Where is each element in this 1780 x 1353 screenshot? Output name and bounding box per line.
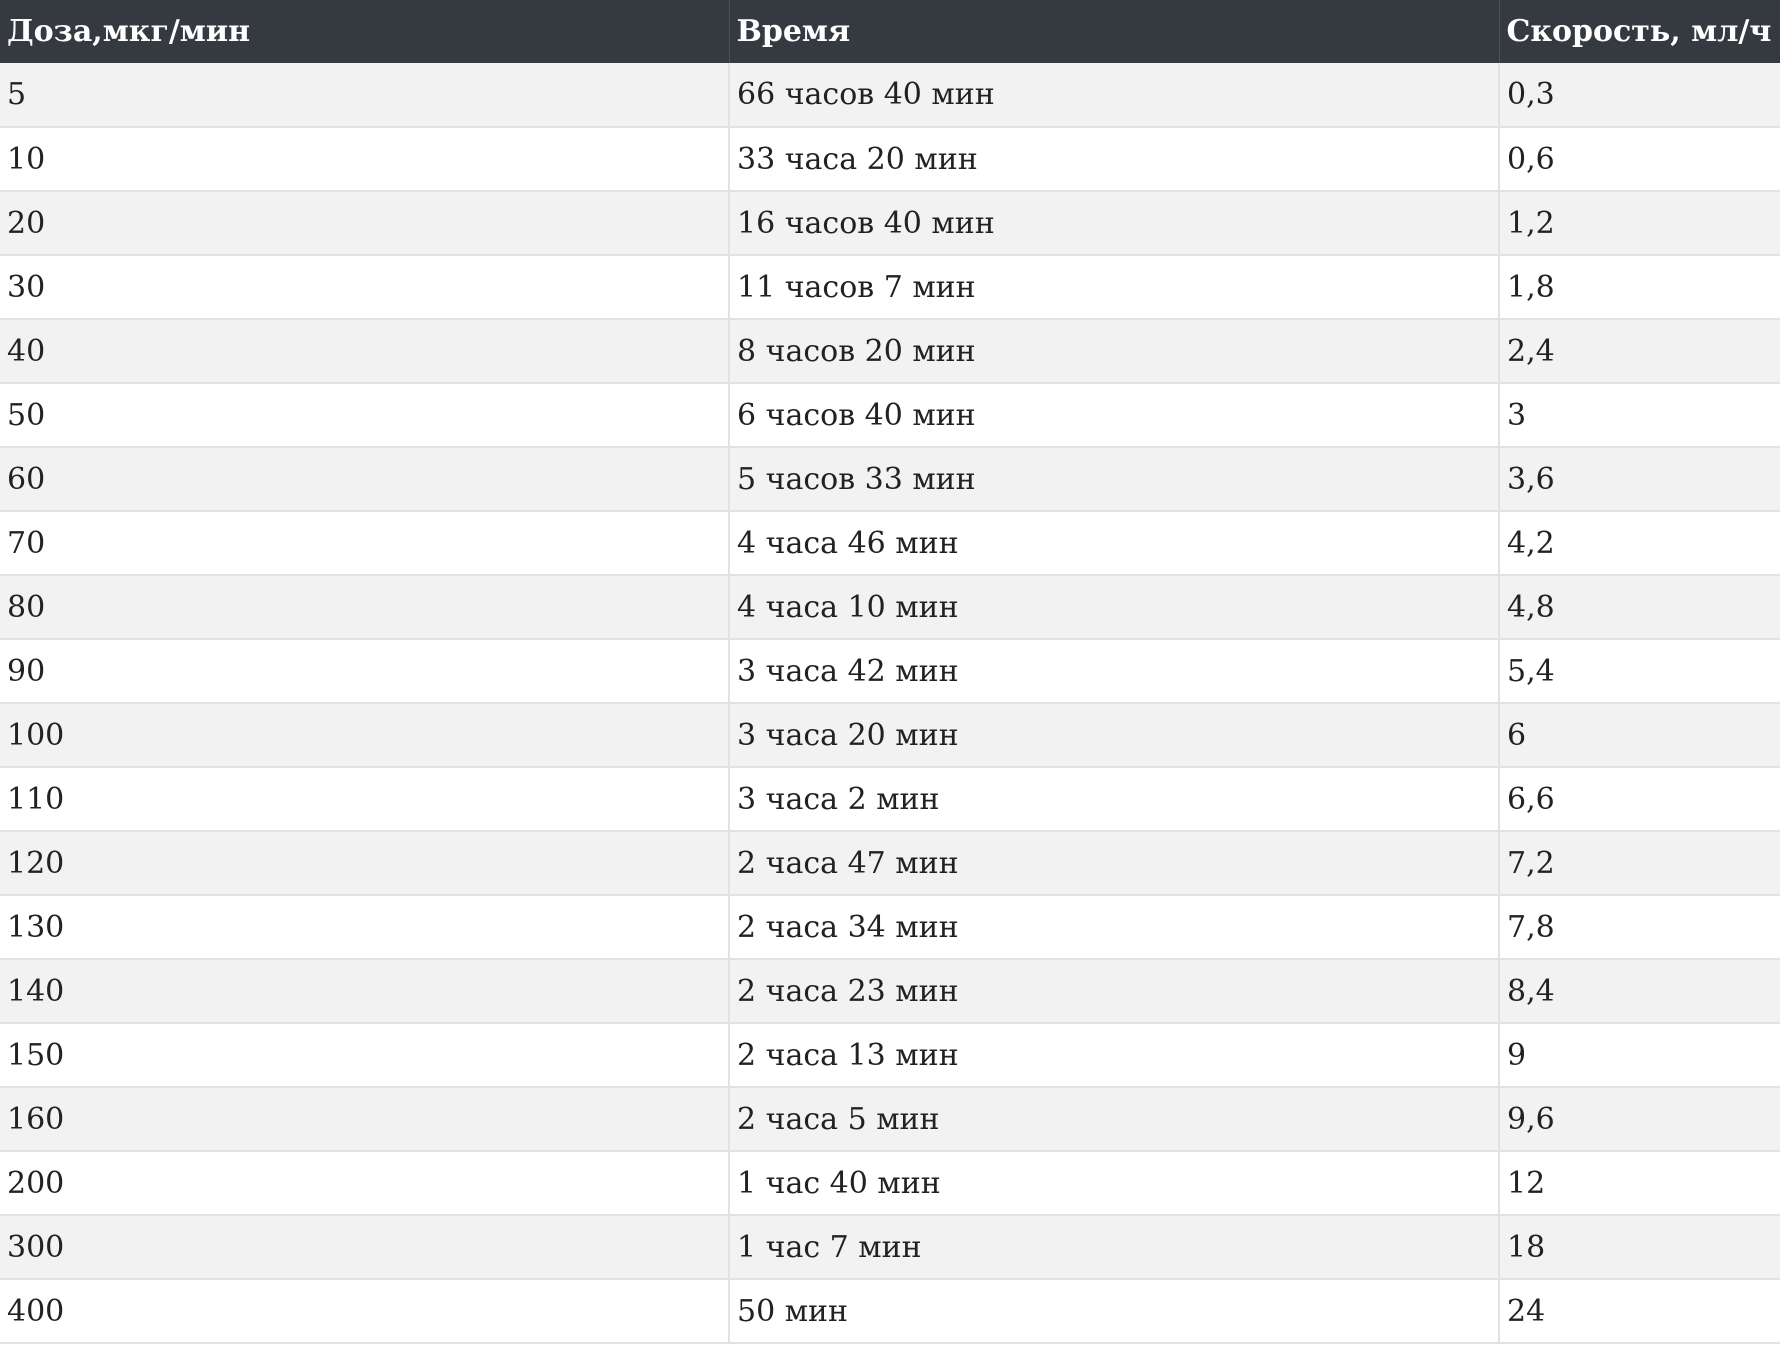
cell-dose: 100 [0, 703, 730, 767]
cell-dose: 300 [0, 1215, 730, 1279]
cell-rate: 1,2 [1507, 205, 1555, 241]
table-row: 5 66 часов 40 мин 0,3 [0, 63, 1780, 127]
header-dose: Доза,мкг/мин [0, 0, 730, 63]
table-row: 150 2 часа 13 мин 9 [0, 1023, 1780, 1087]
cell-dose: 160 [0, 1087, 730, 1151]
cell-dose: 40 [0, 319, 730, 383]
cell-rate: 8,4 [1507, 973, 1555, 1009]
cell-time: 4 часа 46 мин [729, 511, 1500, 575]
table-row: 20 16 часов 40 мин 1,2 [0, 191, 1780, 255]
cell-time: 11 часов 7 мин [729, 255, 1500, 319]
cell-dose: 20 [0, 191, 730, 255]
table-row: 140 2 часа 23 мин 8,4 [0, 959, 1780, 1023]
table-row: 40 8 часов 20 мин 2,4 [0, 319, 1780, 383]
table-row: 50 6 часов 40 мин 3 [0, 383, 1780, 447]
table-header: Доза,мкг/мин Время Скорость, мл/ч [0, 0, 1780, 63]
table-row: 130 2 часа 34 мин 7,8 [0, 895, 1780, 959]
table-row: 100 3 часа 20 мин 6 [0, 703, 1780, 767]
table-row: 10 33 часа 20 мин 0,6 [0, 127, 1780, 191]
cell-rate: 7,2 [1507, 845, 1555, 881]
table-row: 300 1 час 7 мин 18 [0, 1215, 1780, 1279]
cell-rate: 0,6 [1507, 141, 1555, 177]
cell-time: 4 часа 10 мин [729, 575, 1500, 639]
cell-time: 33 часа 20 мин [729, 127, 1500, 191]
cell-time: 5 часов 33 мин [729, 447, 1500, 511]
cell-rate: 3,6 [1507, 461, 1555, 497]
cell-time: 2 часа 47 мин [729, 831, 1500, 895]
cell-time: 6 часов 40 мин [729, 383, 1500, 447]
cell-dose: 140 [0, 959, 730, 1023]
cell-dose: 110 [0, 767, 730, 831]
header-rate: Скорость, мл/ч [1506, 14, 1772, 49]
table-row: 120 2 часа 47 мин 7,2 [0, 831, 1780, 895]
cell-rate: 24 [1507, 1293, 1546, 1329]
cell-time: 2 часа 5 мин [729, 1087, 1500, 1151]
header-row: Доза,мкг/мин Время Скорость, мл/ч [0, 0, 1780, 63]
cell-time: 3 часа 2 мин [729, 767, 1500, 831]
cell-time: 50 мин [729, 1279, 1500, 1343]
cell-dose: 80 [0, 575, 730, 639]
cell-rate: 4,8 [1507, 589, 1555, 625]
cell-rate: 9,6 [1507, 1101, 1555, 1137]
cell-time: 3 часа 20 мин [729, 703, 1500, 767]
cell-time: 2 часа 13 мин [729, 1023, 1500, 1087]
cell-dose: 50 [0, 383, 730, 447]
table-row: 90 3 часа 42 мин 5,4 [0, 639, 1780, 703]
cell-dose: 30 [0, 255, 730, 319]
cell-dose: 60 [0, 447, 730, 511]
cell-rate: 18 [1507, 1229, 1546, 1265]
table-row: 200 1 час 40 мин 12 [0, 1151, 1780, 1215]
cell-rate: 12 [1507, 1165, 1546, 1201]
cell-rate: 6 [1507, 717, 1527, 753]
cell-time: 2 часа 23 мин [729, 959, 1500, 1023]
cell-dose: 130 [0, 895, 730, 959]
cell-rate: 5,4 [1507, 653, 1555, 689]
cell-time: 1 час 40 мин [729, 1151, 1500, 1215]
table-row: 60 5 часов 33 мин 3,6 [0, 447, 1780, 511]
cell-dose: 5 [0, 63, 730, 127]
table-row: 70 4 часа 46 мин 4,2 [0, 511, 1780, 575]
cell-rate: 4,2 [1507, 525, 1555, 561]
table-row: 400 50 мин 24 [0, 1279, 1780, 1343]
cell-dose: 120 [0, 831, 730, 895]
table-body: 5 66 часов 40 мин 0,3 10 33 часа 20 мин 0,6 20… [0, 63, 1780, 1343]
table-row: 110 3 часа 2 мин 6,6 [0, 767, 1780, 831]
cell-rate: 0,3 [1507, 77, 1555, 112]
header-time: Время [729, 0, 1500, 63]
cell-rate: 1,8 [1507, 269, 1555, 305]
cell-time: 3 часа 42 мин [729, 639, 1500, 703]
cell-rate: 2,4 [1507, 333, 1555, 369]
cell-rate: 7,8 [1507, 909, 1555, 945]
cell-rate: 6,6 [1507, 781, 1555, 817]
cell-time: 16 часов 40 мин [729, 191, 1500, 255]
table-row: 160 2 часа 5 мин 9,6 [0, 1087, 1780, 1151]
cell-dose: 400 [0, 1279, 730, 1343]
cell-dose: 150 [0, 1023, 730, 1087]
cell-time: 66 часов 40 мин [729, 63, 1500, 127]
cell-dose: 70 [0, 511, 730, 575]
table-row: 80 4 часа 10 мин 4,8 [0, 575, 1780, 639]
cell-dose: 10 [0, 127, 730, 191]
cell-time: 1 час 7 мин [729, 1215, 1500, 1279]
table-row: 30 11 часов 7 мин 1,8 [0, 255, 1780, 319]
cell-dose: 90 [0, 639, 730, 703]
cell-rate: 3 [1507, 397, 1527, 433]
cell-time: 8 часов 20 мин [729, 319, 1500, 383]
cell-dose: 200 [0, 1151, 730, 1215]
cell-time: 2 часа 34 мин [729, 895, 1500, 959]
cell-rate: 9 [1507, 1037, 1527, 1073]
